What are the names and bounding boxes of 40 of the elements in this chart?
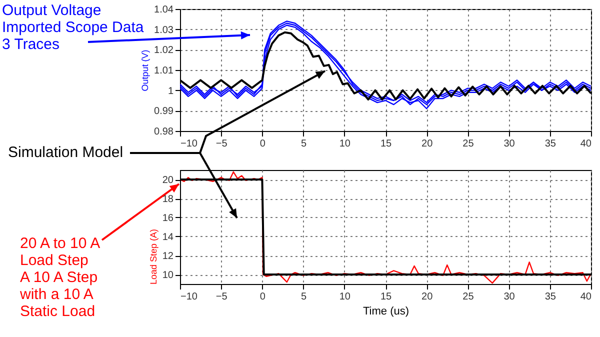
x-tick-label: 5 — [301, 292, 308, 302]
y-tick-label: 10 — [162, 270, 174, 281]
y-tick-label: 0.98 — [154, 126, 174, 138]
y-tick-label: 1.02 — [154, 45, 174, 56]
x-tick-label: −5 — [216, 292, 228, 302]
y-axis-title: Load Step (A) — [148, 228, 158, 284]
x-tick-label: −5 — [216, 138, 228, 150]
x-tick-label: 20 — [422, 292, 434, 302]
y-axis-title: Output (V) — [140, 50, 150, 92]
x-tick-label: 30 — [504, 138, 516, 150]
x-tick-label: 35 — [544, 292, 556, 302]
x-tick-label: −10 — [180, 292, 198, 302]
x-tick-label: 10 — [339, 292, 351, 302]
y-tick-label: 1.04 — [154, 4, 174, 16]
x-tick-label: 0 — [260, 138, 266, 150]
y-tick-label: 12 — [162, 251, 174, 262]
x-tick-label: 25 — [462, 292, 474, 302]
x-tick-label: 0 — [260, 292, 266, 302]
y-tick-label: 18 — [162, 194, 174, 205]
x-tick-label: 30 — [504, 292, 516, 302]
x-tick-label: 35 — [544, 138, 556, 150]
x-tick-label: 20 — [422, 138, 434, 150]
x-tick-label: 25 — [462, 138, 474, 150]
y-tick-label: 1.03 — [154, 24, 174, 36]
x-tick-label: 5 — [301, 138, 308, 150]
x-tick-label: 40 — [580, 292, 592, 302]
x-tick-label: 15 — [380, 138, 392, 150]
y-tick-label: 14 — [162, 232, 174, 243]
y-tick-label: 16 — [162, 213, 174, 224]
text: 20 A to 10 A Load Step A 10 A Step with a 10 A Static Load — [20, 235, 100, 320]
x-axis-title: Time (us) — [362, 306, 410, 318]
x-tick-label: 15 — [380, 292, 392, 302]
y-tick-label: 20 — [162, 175, 174, 186]
text: Simulation Model — [8, 144, 124, 161]
y-tick-label: 1 — [168, 86, 174, 97]
y-tick-label: 1.01 — [154, 66, 174, 76]
x-tick-label: 10 — [339, 138, 351, 150]
x-tick-label: 40 — [580, 138, 592, 150]
x-tick-label: −10 — [180, 138, 198, 150]
y-tick-label: 0.99 — [154, 106, 174, 118]
